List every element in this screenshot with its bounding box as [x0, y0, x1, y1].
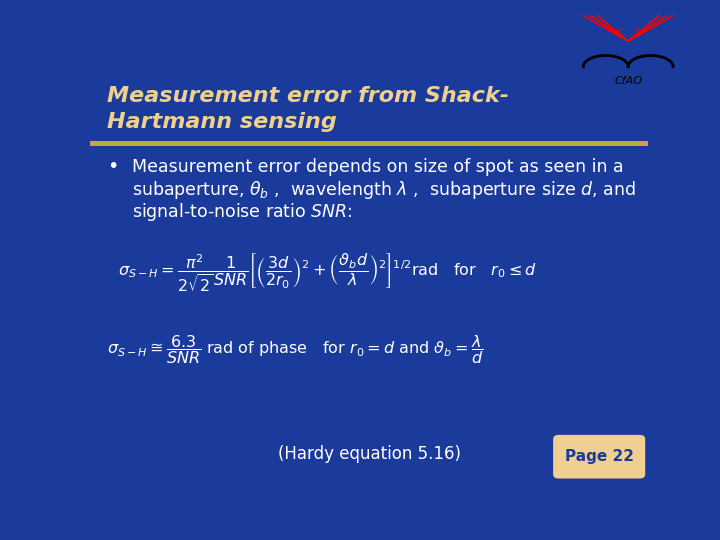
- Text: Page 22: Page 22: [565, 449, 634, 464]
- Bar: [90, 65, 648, 140]
- Text: signal-to-noise ratio $\mathit{SNR}$:: signal-to-noise ratio $\mathit{SNR}$:: [132, 201, 352, 224]
- Text: •: •: [107, 157, 118, 176]
- Text: $\sigma_{S-H} = \dfrac{\pi^2}{2\sqrt{2}} \dfrac{1}{SNR} \left[ \left(\dfrac{3d}{: $\sigma_{S-H} = \dfrac{\pi^2}{2\sqrt{2}}…: [118, 252, 536, 294]
- Text: (Hardy equation 5.16): (Hardy equation 5.16): [277, 444, 461, 463]
- Bar: [90, 141, 648, 146]
- Text: CfAO: CfAO: [614, 76, 642, 86]
- Text: Measurement error from Shack-: Measurement error from Shack-: [107, 86, 509, 106]
- Text: Measurement error depends on size of spot as seen in a: Measurement error depends on size of spo…: [132, 158, 624, 176]
- Text: subaperture, $\theta_b$ ,  wavelength $\lambda$ ,  subaperture size $d$, and: subaperture, $\theta_b$ , wavelength $\l…: [132, 179, 636, 200]
- FancyBboxPatch shape: [553, 435, 645, 478]
- Text: $\sigma_{S-H} \cong \dfrac{6.3}{SNR} \; \mathrm{rad\ of\ phase} \quad \mathrm{fo: $\sigma_{S-H} \cong \dfrac{6.3}{SNR} \; …: [107, 333, 483, 366]
- Text: Hartmann sensing: Hartmann sensing: [107, 112, 336, 132]
